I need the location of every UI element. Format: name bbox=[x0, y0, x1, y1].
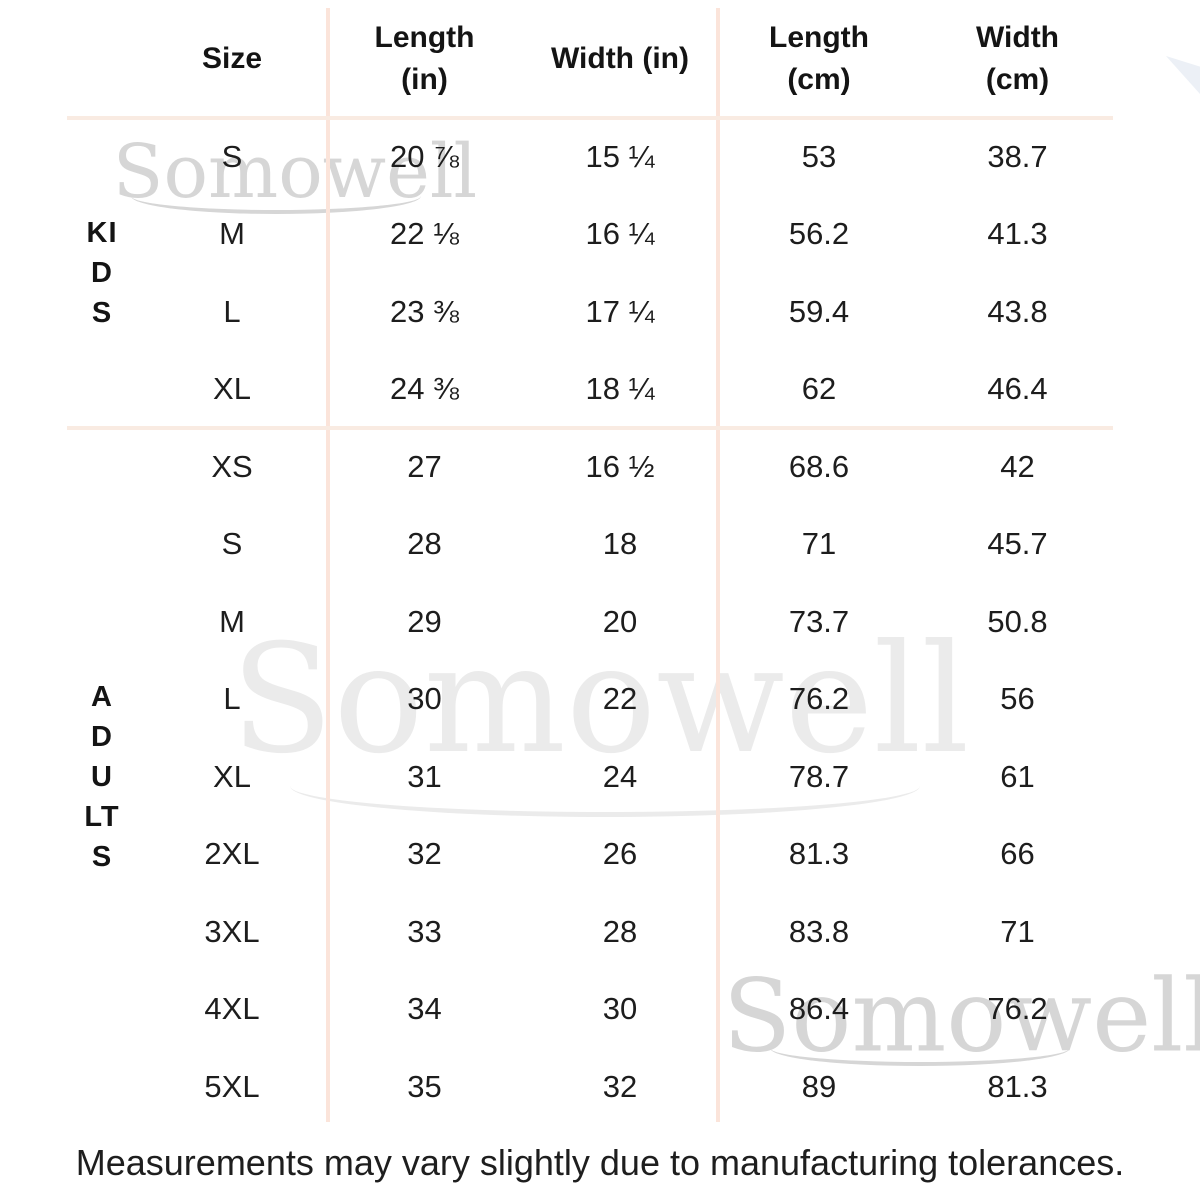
cell-size: XL bbox=[213, 758, 251, 794]
column-header-width-in: Width (in) bbox=[550, 42, 689, 75]
cell-width-in: 26 bbox=[602, 836, 638, 872]
cell-width-in: 30 bbox=[602, 991, 638, 1027]
cell-length-in: 29 bbox=[407, 603, 442, 639]
cell-length-cm: 68.6 bbox=[788, 448, 850, 484]
cell-size: 4XL bbox=[204, 991, 260, 1027]
cell-size: L bbox=[223, 681, 241, 717]
cell-width-in: 20 bbox=[602, 603, 638, 639]
cell-length-in: 30 bbox=[407, 681, 442, 717]
cell-width-cm: 71 bbox=[1000, 913, 1035, 949]
cell-length-cm: 71 bbox=[801, 526, 837, 562]
group-label-kids: KIDS bbox=[86, 217, 118, 329]
watermark-swoosh bbox=[290, 786, 920, 817]
column-header-size: Size bbox=[201, 42, 263, 75]
cell-width-in: 32 bbox=[602, 1068, 638, 1104]
cell-length-in: 33 bbox=[407, 913, 442, 949]
column-divider-2 bbox=[716, 8, 720, 1122]
cell-width-cm: 76.2 bbox=[987, 991, 1048, 1027]
cell-width-cm: 38.7 bbox=[987, 138, 1048, 174]
cell-width-in: 18 ¼ bbox=[585, 371, 655, 407]
cell-size: S bbox=[221, 138, 243, 174]
column-divider-1 bbox=[326, 8, 330, 1122]
cell-length-in: 32 bbox=[407, 836, 442, 872]
cell-width-cm: 41.3 bbox=[987, 216, 1048, 252]
cell-width-in: 17 ¼ bbox=[585, 293, 655, 329]
cell-width-in: 15 ¼ bbox=[585, 138, 655, 174]
cell-size: S bbox=[221, 526, 243, 562]
cell-length-in: 20 ⅞ bbox=[390, 138, 459, 174]
cell-width-in: 24 bbox=[602, 758, 638, 794]
cell-length-in: 23 ⅜ bbox=[390, 293, 459, 329]
cell-size: XL bbox=[213, 371, 251, 407]
watermark-corner-fragment bbox=[1166, 56, 1200, 94]
cell-width-cm: 81.3 bbox=[987, 1068, 1048, 1104]
cell-size: 2XL bbox=[204, 836, 260, 872]
cell-length-cm: 86.4 bbox=[788, 991, 850, 1027]
cell-size: M bbox=[219, 216, 245, 252]
cell-size: XS bbox=[211, 448, 253, 484]
group-divider bbox=[67, 426, 1113, 430]
cell-length-cm: 83.8 bbox=[788, 913, 850, 949]
cell-width-cm: 61 bbox=[1000, 758, 1035, 794]
cell-length-cm: 78.7 bbox=[788, 758, 850, 794]
cell-length-cm: 89 bbox=[801, 1068, 837, 1104]
cell-length-in: 22 ⅛ bbox=[390, 216, 459, 252]
cell-length-in: 35 bbox=[407, 1068, 442, 1104]
cell-width-cm: 43.8 bbox=[987, 293, 1048, 329]
cell-size: M bbox=[219, 603, 245, 639]
group-label-adults: ADULTS bbox=[84, 680, 120, 873]
cell-length-cm: 56.2 bbox=[788, 216, 850, 252]
cell-width-cm: 56 bbox=[1000, 681, 1035, 717]
header-divider bbox=[67, 116, 1113, 120]
cell-width-cm: 45.7 bbox=[987, 526, 1048, 562]
column-header-length-cm: Length (cm) bbox=[769, 21, 869, 96]
watermark-swoosh bbox=[131, 196, 421, 214]
cell-width-cm: 66 bbox=[1000, 836, 1035, 872]
cell-length-in: 28 bbox=[407, 526, 442, 562]
tolerance-note: Measurements may vary slightly due to ma… bbox=[75, 1142, 1125, 1183]
cell-length-in: 24 ⅜ bbox=[390, 371, 459, 407]
watermark-swoosh bbox=[770, 1048, 1070, 1066]
cell-width-cm: 46.4 bbox=[987, 371, 1048, 407]
cell-length-cm: 62 bbox=[801, 371, 837, 407]
cell-width-cm: 42 bbox=[1000, 448, 1035, 484]
watermark-text: Somowell bbox=[230, 613, 970, 787]
cell-width-in: 28 bbox=[602, 913, 638, 949]
cell-length-in: 31 bbox=[407, 758, 442, 794]
size-table: Size Length (in) Width (in) Length (cm) … bbox=[67, 0, 1115, 1126]
cell-width-in: 18 bbox=[602, 526, 638, 562]
cell-length-cm: 76.2 bbox=[788, 681, 850, 717]
column-header-width-cm: Width (cm) bbox=[975, 21, 1060, 96]
cell-length-cm: 53 bbox=[801, 138, 837, 174]
cell-length-cm: 73.7 bbox=[788, 603, 850, 639]
cell-width-cm: 50.8 bbox=[987, 603, 1048, 639]
column-header-length-in: Length (in) bbox=[374, 21, 475, 96]
cell-size: 3XL bbox=[204, 913, 260, 949]
cell-length-cm: 81.3 bbox=[788, 836, 850, 872]
cell-length-in: 34 bbox=[407, 991, 442, 1027]
cell-length-in: 27 bbox=[407, 448, 442, 484]
cell-size: L bbox=[223, 293, 241, 329]
cell-width-in: 22 bbox=[602, 681, 638, 717]
cell-width-in: 16 ¼ bbox=[585, 216, 655, 252]
cell-width-in: 16 ½ bbox=[585, 448, 655, 484]
cell-size: 5XL bbox=[204, 1068, 260, 1104]
cell-length-cm: 59.4 bbox=[788, 293, 850, 329]
